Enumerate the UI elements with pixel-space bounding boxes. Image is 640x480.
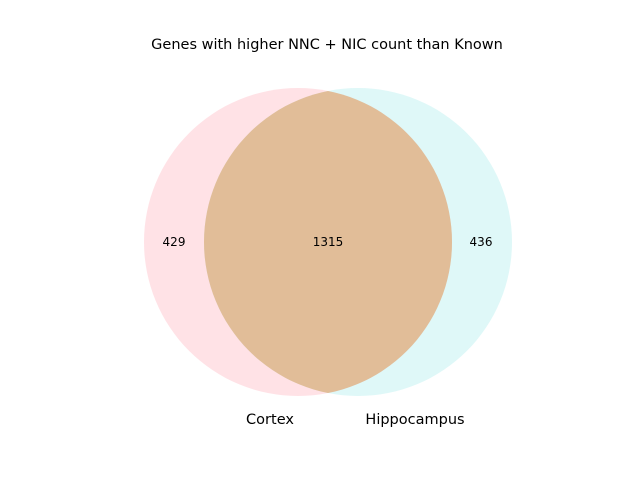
- cortex-label: Cortex: [246, 412, 294, 428]
- cortex-only-count: 429: [163, 235, 186, 249]
- hippocampus-only-count: 436: [470, 235, 493, 249]
- diagram-title: Genes with higher NNC + NIC count than K…: [151, 37, 503, 53]
- hippocampus-label: Hippocampus: [365, 412, 464, 428]
- intersection-count: 1315: [313, 235, 344, 249]
